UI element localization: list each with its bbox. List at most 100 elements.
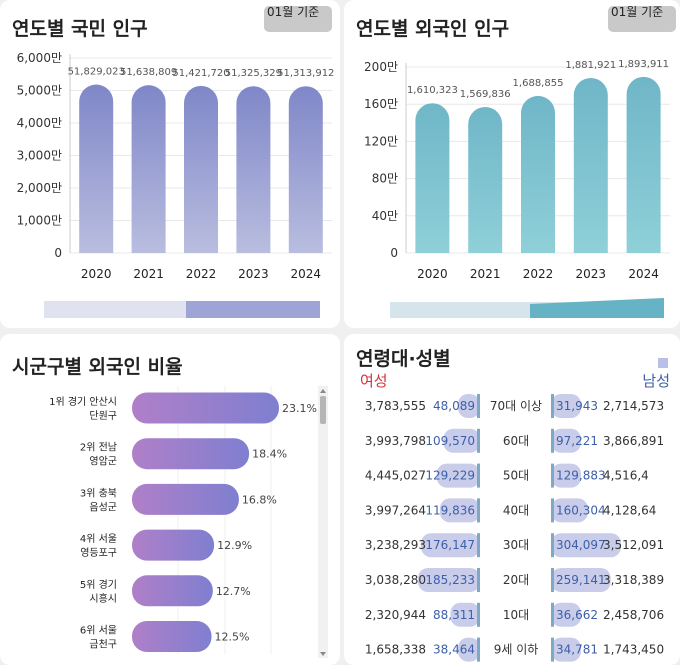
national-scroll-thumb [186, 301, 320, 318]
age-gender-title: 연령대·성별 [356, 348, 451, 370]
male-bar-cap [551, 568, 554, 592]
ratio-category-line1: 5위 경기 [80, 578, 117, 591]
female-foreign-value: 119,836 [425, 503, 475, 517]
national-xtick: 2020 [81, 267, 112, 281]
male-foreign-value: 31,943 [556, 399, 598, 413]
female-bar-cap [477, 602, 480, 627]
national-bar [288, 86, 323, 253]
foreign-bar [626, 76, 661, 254]
female-national-value: 3,997,264 [365, 503, 426, 517]
female-bar-cap [477, 637, 480, 662]
foreign-ytick: 40만 [372, 209, 398, 223]
female-national-value: 3,783,555 [365, 399, 426, 413]
foreign-population-chart: 0 40만 80만 120만 160만 200만 1,610,323 2020 1,569,83… [364, 59, 670, 318]
foreign-bar [468, 107, 503, 253]
male-national-value: 3,512,091 [603, 538, 664, 552]
female-bar-cap [477, 498, 480, 523]
national-bar [131, 85, 166, 253]
male-foreign-value: 36,662 [556, 608, 598, 622]
national-value-label: 51,421,720 [172, 68, 229, 79]
foreign-bar [573, 77, 608, 253]
male-foreign-bar [551, 498, 588, 523]
male-national-value: 3,866,891 [603, 434, 664, 448]
female-foreign-bar [458, 394, 480, 418]
age-gender-chart: 48,089 3,783,555 70대 이상 31,943 2,714,573 109,… [365, 394, 664, 662]
foreign-ytick: 200만 [364, 60, 398, 74]
ratio-bar [132, 483, 239, 515]
ratio-category-line1: 4위 서울 [80, 532, 117, 545]
male-foreign-value: 97,221 [556, 434, 598, 448]
female-national-value: 3,038,280 [365, 573, 426, 587]
foreign-date-chip[interactable]: 01월 기준 [608, 6, 676, 32]
female-national-value: 1,658,338 [365, 643, 426, 657]
foreign-bar [521, 95, 555, 253]
national-value-label: 51,638,809 [120, 67, 177, 78]
national-population-chart: 0 1,000만 2,000만 3,000만 4,000만 5,000만 6,000만 51,… [17, 51, 334, 318]
male-bar-cap [551, 533, 554, 558]
foreign-ytick: 120만 [364, 134, 398, 148]
male-label: 남성 [642, 372, 670, 390]
age-category-label: 9세 이하 [494, 643, 539, 657]
male-foreign-bar [551, 568, 611, 592]
foreign-xtick: 2023 [576, 267, 607, 281]
national-chart-title: 연도별 국민 인구 [12, 18, 148, 40]
ratio-value-label: 12.7% [216, 585, 251, 598]
ratio-value-label: 18.4% [252, 448, 287, 461]
female-bar-cap [477, 568, 480, 592]
ratio-chart-title: 시군구별 외국인 비율 [12, 356, 183, 378]
national-date-chip[interactable]: 01월 기준 [264, 6, 332, 32]
female-foreign-bar [443, 428, 480, 453]
national-ytick: 5,000만 [17, 84, 62, 98]
foreign-chart-title: 연도별 외국인 인구 [356, 18, 510, 40]
age-gender-card: 연령대·성별 여성 남성 48,089 3,783,555 70대 이상 31,943… [344, 334, 680, 665]
national-bar [79, 84, 114, 254]
foreign-ytick: 0 [390, 246, 398, 260]
age-category-label: 30대 [503, 538, 529, 552]
foreign-xtick: 2022 [523, 267, 554, 281]
foreign-scroll-thumb [530, 298, 664, 318]
male-national-value: 4,128,64 [603, 503, 656, 517]
ratio-category-line1: 3위 충북 [80, 486, 117, 499]
national-xtick: 2023 [238, 267, 269, 281]
male-national-value: 4,516,4 [603, 469, 649, 483]
male-foreign-value: 160,304 [556, 503, 606, 517]
male-national-value: 2,714,573 [603, 399, 664, 413]
foreign-ytick: 80만 [372, 172, 398, 186]
male-bar-cap [551, 463, 554, 488]
male-bar-cap [551, 602, 554, 627]
female-foreign-value: 176,147 [425, 538, 475, 552]
male-bar-cap [551, 428, 554, 453]
ratio-value-label: 16.8% [242, 493, 277, 506]
ratio-bar [132, 529, 215, 561]
foreign-value-label: 1,610,323 [407, 85, 458, 96]
district-ratio-card: 시군구별 외국인 비율 23.1% 1위 경기 안산시 단원구 18.4% 2위 전남 영… [0, 334, 340, 665]
foreign-xtick: 2021 [470, 267, 501, 281]
ratio-category-line2: 금천구 [89, 639, 117, 651]
age-category-label: 60대 [503, 434, 529, 448]
foreign-bar [415, 103, 450, 253]
scroll-up-arrow-icon [320, 389, 326, 393]
ratio-category-line1: 1위 경기 안산시 [49, 395, 117, 408]
legend-swatch [658, 358, 668, 368]
male-bar-cap [551, 637, 554, 662]
female-label: 여성 [360, 372, 388, 390]
female-national-value: 2,320,944 [365, 608, 426, 622]
ratio-value-label: 12.9% [217, 539, 252, 552]
national-value-label: 51,325,329 [225, 68, 282, 79]
ratio-bar [132, 392, 279, 424]
ratio-bar [132, 438, 250, 470]
ratio-category-line1: 2위 전남 [80, 441, 117, 454]
age-category-label: 20대 [503, 573, 529, 587]
male-foreign-bar [551, 463, 581, 488]
female-foreign-value: 185,233 [425, 573, 475, 587]
national-ytick: 6,000만 [17, 51, 62, 65]
female-foreign-bar [421, 533, 480, 558]
male-foreign-bar [551, 394, 581, 418]
national-value-label: 51,829,023 [68, 67, 125, 78]
foreign-ytick: 160만 [364, 97, 398, 111]
foreign-population-card: 연도별 외국인 인구 01월 기준 0 40만 80만 120만 160만 200만 1,6… [344, 0, 680, 328]
female-foreign-bar [439, 498, 480, 523]
female-foreign-value: 38,464 [433, 643, 475, 657]
national-xtick: 2022 [186, 267, 217, 281]
